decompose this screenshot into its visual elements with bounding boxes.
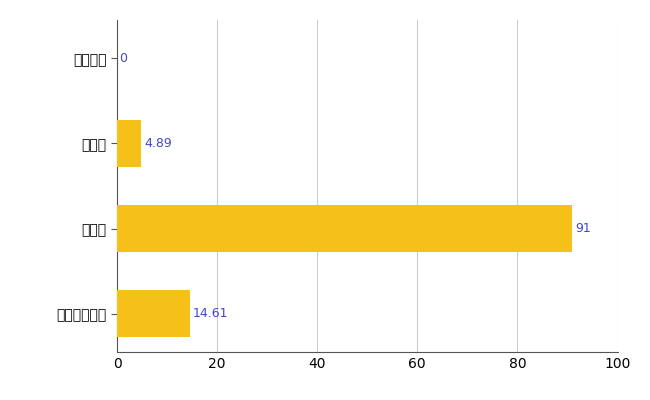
Bar (117, 205, 573, 252)
Bar (117, 290, 190, 337)
Text: 91: 91 (575, 222, 591, 235)
Text: 0: 0 (120, 52, 127, 65)
Bar (117, 120, 142, 167)
Text: 14.61: 14.61 (192, 307, 228, 320)
Text: 4.89: 4.89 (144, 137, 172, 150)
